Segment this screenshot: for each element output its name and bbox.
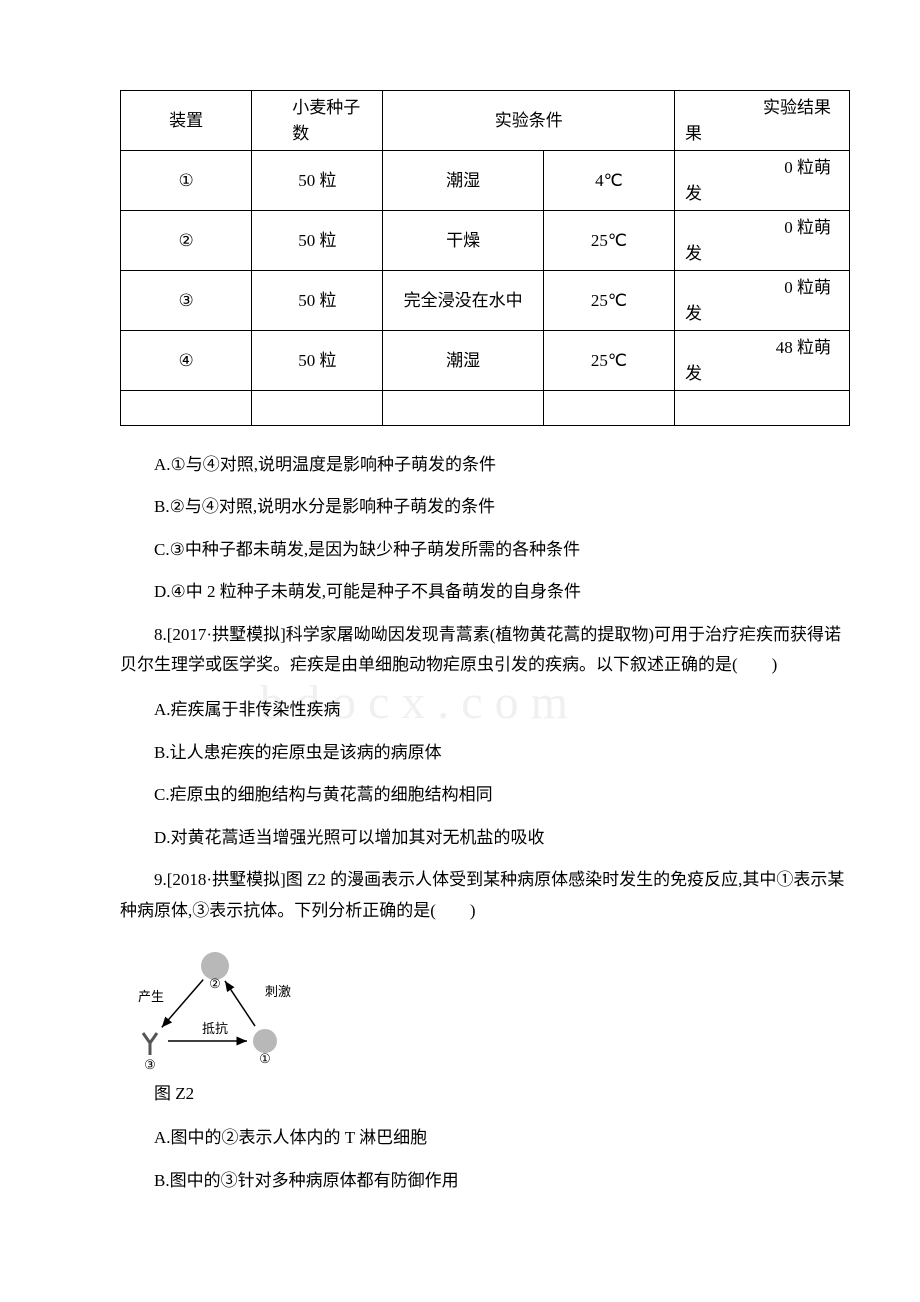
svg-text:②: ②: [209, 976, 221, 991]
cell-cond2: 25℃: [543, 211, 674, 271]
th-seeds: 小麦种子数: [252, 91, 383, 151]
svg-text:③: ③: [144, 1057, 156, 1071]
cell-cond2: 25℃: [543, 331, 674, 391]
q7-option-c: C.③中种子都未萌发,是因为缺少种子萌发所需的各种条件: [120, 535, 850, 566]
cell-cond2: 25℃: [543, 271, 674, 331]
svg-text:①: ①: [259, 1051, 271, 1066]
cell-device: ④: [121, 331, 252, 391]
q9-option-a: A.图中的②表示人体内的 T 淋巴细胞: [120, 1123, 850, 1154]
cell-result: 48 粒萌发: [675, 331, 850, 391]
cell-cond1: 潮湿: [383, 331, 543, 391]
table-row: ④ 50 粒 潮湿 25℃ 48 粒萌发: [121, 331, 850, 391]
immune-diagram: ② ① ③ 产生 刺激抵抗: [120, 941, 310, 1071]
q7-option-a: A.①与④对照,说明温度是影响种子萌发的条件: [120, 450, 850, 481]
cell-cond1: 干燥: [383, 211, 543, 271]
q9-figcap: 图 Z2: [120, 1079, 850, 1110]
cell-result: 0 粒萌发: [675, 211, 850, 271]
cell-result: 0 粒萌发: [675, 271, 850, 331]
q7-option-d: D.④中 2 粒种子未萌发,可能是种子不具备萌发的自身条件: [120, 577, 850, 608]
q8-stem: 8.[2017·拱墅模拟]科学家屠呦呦因发现青蒿素(植物黄花蒿的提取物)可用于治…: [120, 620, 850, 681]
q9-figure: ② ① ③ 产生 刺激抵抗: [120, 941, 850, 1071]
cell-seeds: 50 粒: [252, 271, 383, 331]
experiment-table: 装置 小麦种子数 实验条件 实验结果果 ① 50 粒 潮湿 4℃ 0 粒萌发 ②…: [120, 90, 850, 426]
th-device: 装置: [121, 91, 252, 151]
cell-device: ③: [121, 271, 252, 331]
svg-text:产生: 产生: [138, 989, 164, 1004]
q9-stem: 9.[2018·拱墅模拟]图 Z2 的漫画表示人体受到某种病原体感染时发生的免疫…: [120, 865, 850, 926]
q7-option-b: B.②与④对照,说明水分是影响种子萌发的条件: [120, 492, 850, 523]
table-row-empty: [121, 391, 850, 426]
cell-cond1: 潮湿: [383, 151, 543, 211]
cell-seeds: 50 粒: [252, 151, 383, 211]
cell-result: 0 粒萌发: [675, 151, 850, 211]
cell-device: ①: [121, 151, 252, 211]
cell-cond2: 4℃: [543, 151, 674, 211]
cell-cond1: 完全浸没在水中: [383, 271, 543, 331]
q8-option-c: C.疟原虫的细胞结构与黄花蒿的细胞结构相同: [120, 780, 850, 811]
q8-option-a: A.疟疾属于非传染性疾病: [120, 695, 850, 726]
svg-text:刺激: 刺激: [265, 984, 291, 999]
cell-seeds: 50 粒: [252, 331, 383, 391]
cell-device: ②: [121, 211, 252, 271]
svg-text:抵抗: 抵抗: [202, 1021, 228, 1036]
cell-seeds: 50 粒: [252, 211, 383, 271]
table-row: ② 50 粒 干燥 25℃ 0 粒萌发: [121, 211, 850, 271]
q8-option-d: D.对黄花蒿适当增强光照可以增加其对无机盐的吸收: [120, 823, 850, 854]
th-result: 实验结果果: [675, 91, 850, 151]
table-row: ③ 50 粒 完全浸没在水中 25℃ 0 粒萌发: [121, 271, 850, 331]
q8-option-b: B.让人患疟疾的疟原虫是该病的病原体: [120, 738, 850, 769]
th-condition: 实验条件: [383, 91, 675, 151]
q9-option-b: B.图中的③针对多种病原体都有防御作用: [120, 1166, 850, 1197]
table-row: ① 50 粒 潮湿 4℃ 0 粒萌发: [121, 151, 850, 211]
